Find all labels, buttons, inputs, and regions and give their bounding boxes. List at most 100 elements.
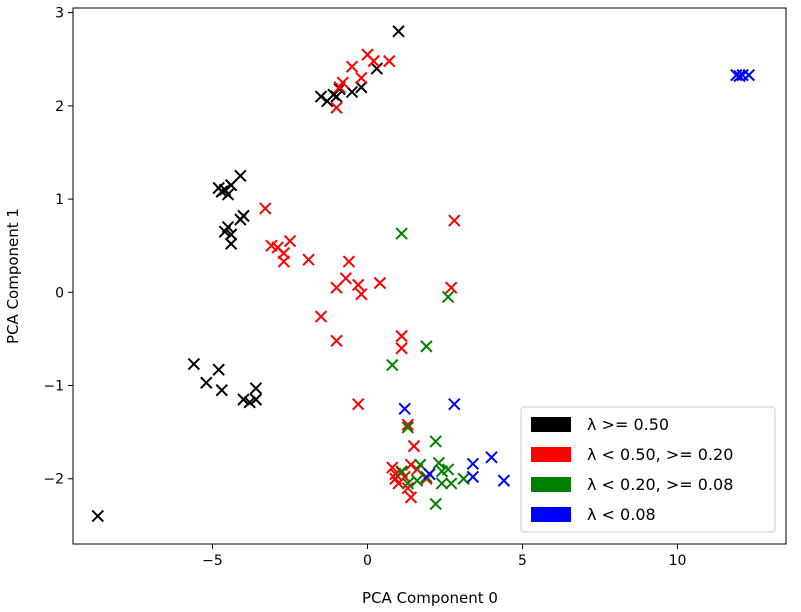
scatter-point-series0-1 [370,62,384,75]
y-tick-label: 0 [55,285,64,301]
scatter-point-series2-4 [401,421,415,434]
scatter-point-series1-2 [382,54,396,68]
x-tick-label: −5 [202,553,223,569]
scatter-point-series2-7 [432,456,446,470]
scatter-point-series0-3 [345,85,359,99]
scatter-point-series2-3 [386,358,399,372]
scatter-point-series1-16 [339,272,353,285]
scatter-point-series1-14 [302,253,315,266]
scatter-point-series3-3 [742,68,756,82]
legend-swatch-1 [531,447,571,462]
scatter-point-series3-8 [466,470,480,484]
x-tick-label: 10 [669,553,687,569]
scatter-point-series1-13 [277,255,291,268]
legend-swatch-2 [531,477,571,492]
scatter-point-series3-6 [485,451,498,464]
scatter-point-series1-22 [444,281,458,294]
scatter-point-series0-7 [320,95,334,108]
scatter-point-series1-30 [386,461,399,474]
scatter-point-series2-0 [395,227,408,240]
scatter-point-series1-7 [330,101,343,114]
y-tick-label: 2 [55,99,64,115]
legend-swatch-0 [531,417,571,432]
scatter-point-series2-2 [420,340,433,353]
scatter-point-series3-4 [398,402,411,416]
scatter-point-series2-6 [413,458,427,471]
scatter-point-series1-27 [351,397,365,411]
y-axis-label: PCA Component 1 [4,208,22,344]
scatter-point-series0-18 [224,228,238,241]
scatter-point-series0-10 [224,178,238,192]
scatter-point-series0-19 [218,225,232,238]
legend-swatch-3 [531,507,571,522]
x-axis-ticks: −5 0 5 10 [202,544,686,569]
scatter-point-series0-23 [212,363,225,376]
y-tick-label: 1 [55,192,64,208]
x-axis-label: PCA Component 0 [362,589,498,607]
scatter-point-series0-27 [243,396,256,409]
x-tick-label: 5 [518,553,527,569]
scatter-point-series1-25 [395,329,408,343]
scatter-point-series0-16 [234,213,247,226]
scatter-point-series0-20 [224,237,238,251]
scatter-point-series1-19 [355,287,368,301]
scatter-point-series1-6 [333,81,346,94]
legend-label-0: λ >= 0.50 [587,415,669,434]
scatter-point-series0-22 [200,376,213,389]
scatter-point-series0-28 [249,393,263,406]
scatter-point-series1-23 [314,310,328,323]
scatter-point-series0-29 [91,509,105,523]
scatter-point-series0-0 [392,25,405,38]
scatter-point-series1-8 [258,202,272,215]
scatter-point-series2-17 [401,477,415,490]
y-axis-ticks: −2 −1 0 1 2 3 [43,6,73,488]
scatter-point-series2-16 [395,465,408,478]
scatter-point-series1-38 [404,491,418,504]
legend: λ >= 0.50 λ < 0.50, >= 0.20 λ < 0.20, >= 0… [520,406,776,533]
scatter-point-series0-25 [249,382,263,395]
scatter-point-series2-1 [441,290,455,304]
scatter-point-series0-9 [234,169,247,182]
legend-label-3: λ < 0.08 [587,505,656,524]
scatter-point-series2-11 [410,474,424,487]
scatter-point-series2-12 [435,477,449,490]
legend-frame [520,406,776,533]
y-tick-label: −1 [43,379,64,395]
scatter-point-series1-4 [355,71,368,85]
plot-area-frame [72,7,787,545]
scatter-point-series1-11 [283,234,297,248]
scatter-point-series1-1 [367,54,380,68]
scatter-point-series1-18 [351,278,365,292]
scatter-point-series0-21 [187,357,201,371]
scatter-point-series0-2 [355,81,368,94]
scatter-point-series1-26 [395,342,408,355]
scatter-point-series0-26 [237,393,250,406]
scatter-marks [91,25,756,523]
scatter-point-series1-21 [448,214,461,227]
scatter-point-series1-3 [345,60,359,73]
scatter-point-series3-7 [466,457,480,471]
scatter-point-series1-15 [342,255,356,268]
x-tick-label: 0 [363,553,372,569]
scatter-point-series1-28 [401,418,415,431]
scatter-point-series1-33 [404,458,418,471]
scatter-point-series1-24 [330,334,343,347]
legend-label-1: λ < 0.50, >= 0.20 [587,445,733,464]
y-tick-label: −2 [43,472,64,488]
scatter-point-series0-13 [221,188,235,201]
scatter-point-series2-5 [429,435,442,448]
scatter-point-series1-29 [407,439,421,453]
scatter-point-series2-14 [457,472,470,485]
scatter-point-series2-9 [435,465,449,478]
y-tick-label: 3 [55,6,64,22]
scatter-point-series1-20 [373,276,387,290]
scatter-point-series3-9 [497,474,511,487]
scatter-point-series0-14 [215,185,229,198]
scatter-point-series3-5 [448,397,461,411]
scatter-point-series2-13 [444,477,458,490]
scatter-point-series1-17 [330,281,343,294]
scatter-point-series1-37 [401,481,415,495]
scatter-point-series0-24 [215,383,229,397]
scatter-point-series3-10 [423,467,436,481]
